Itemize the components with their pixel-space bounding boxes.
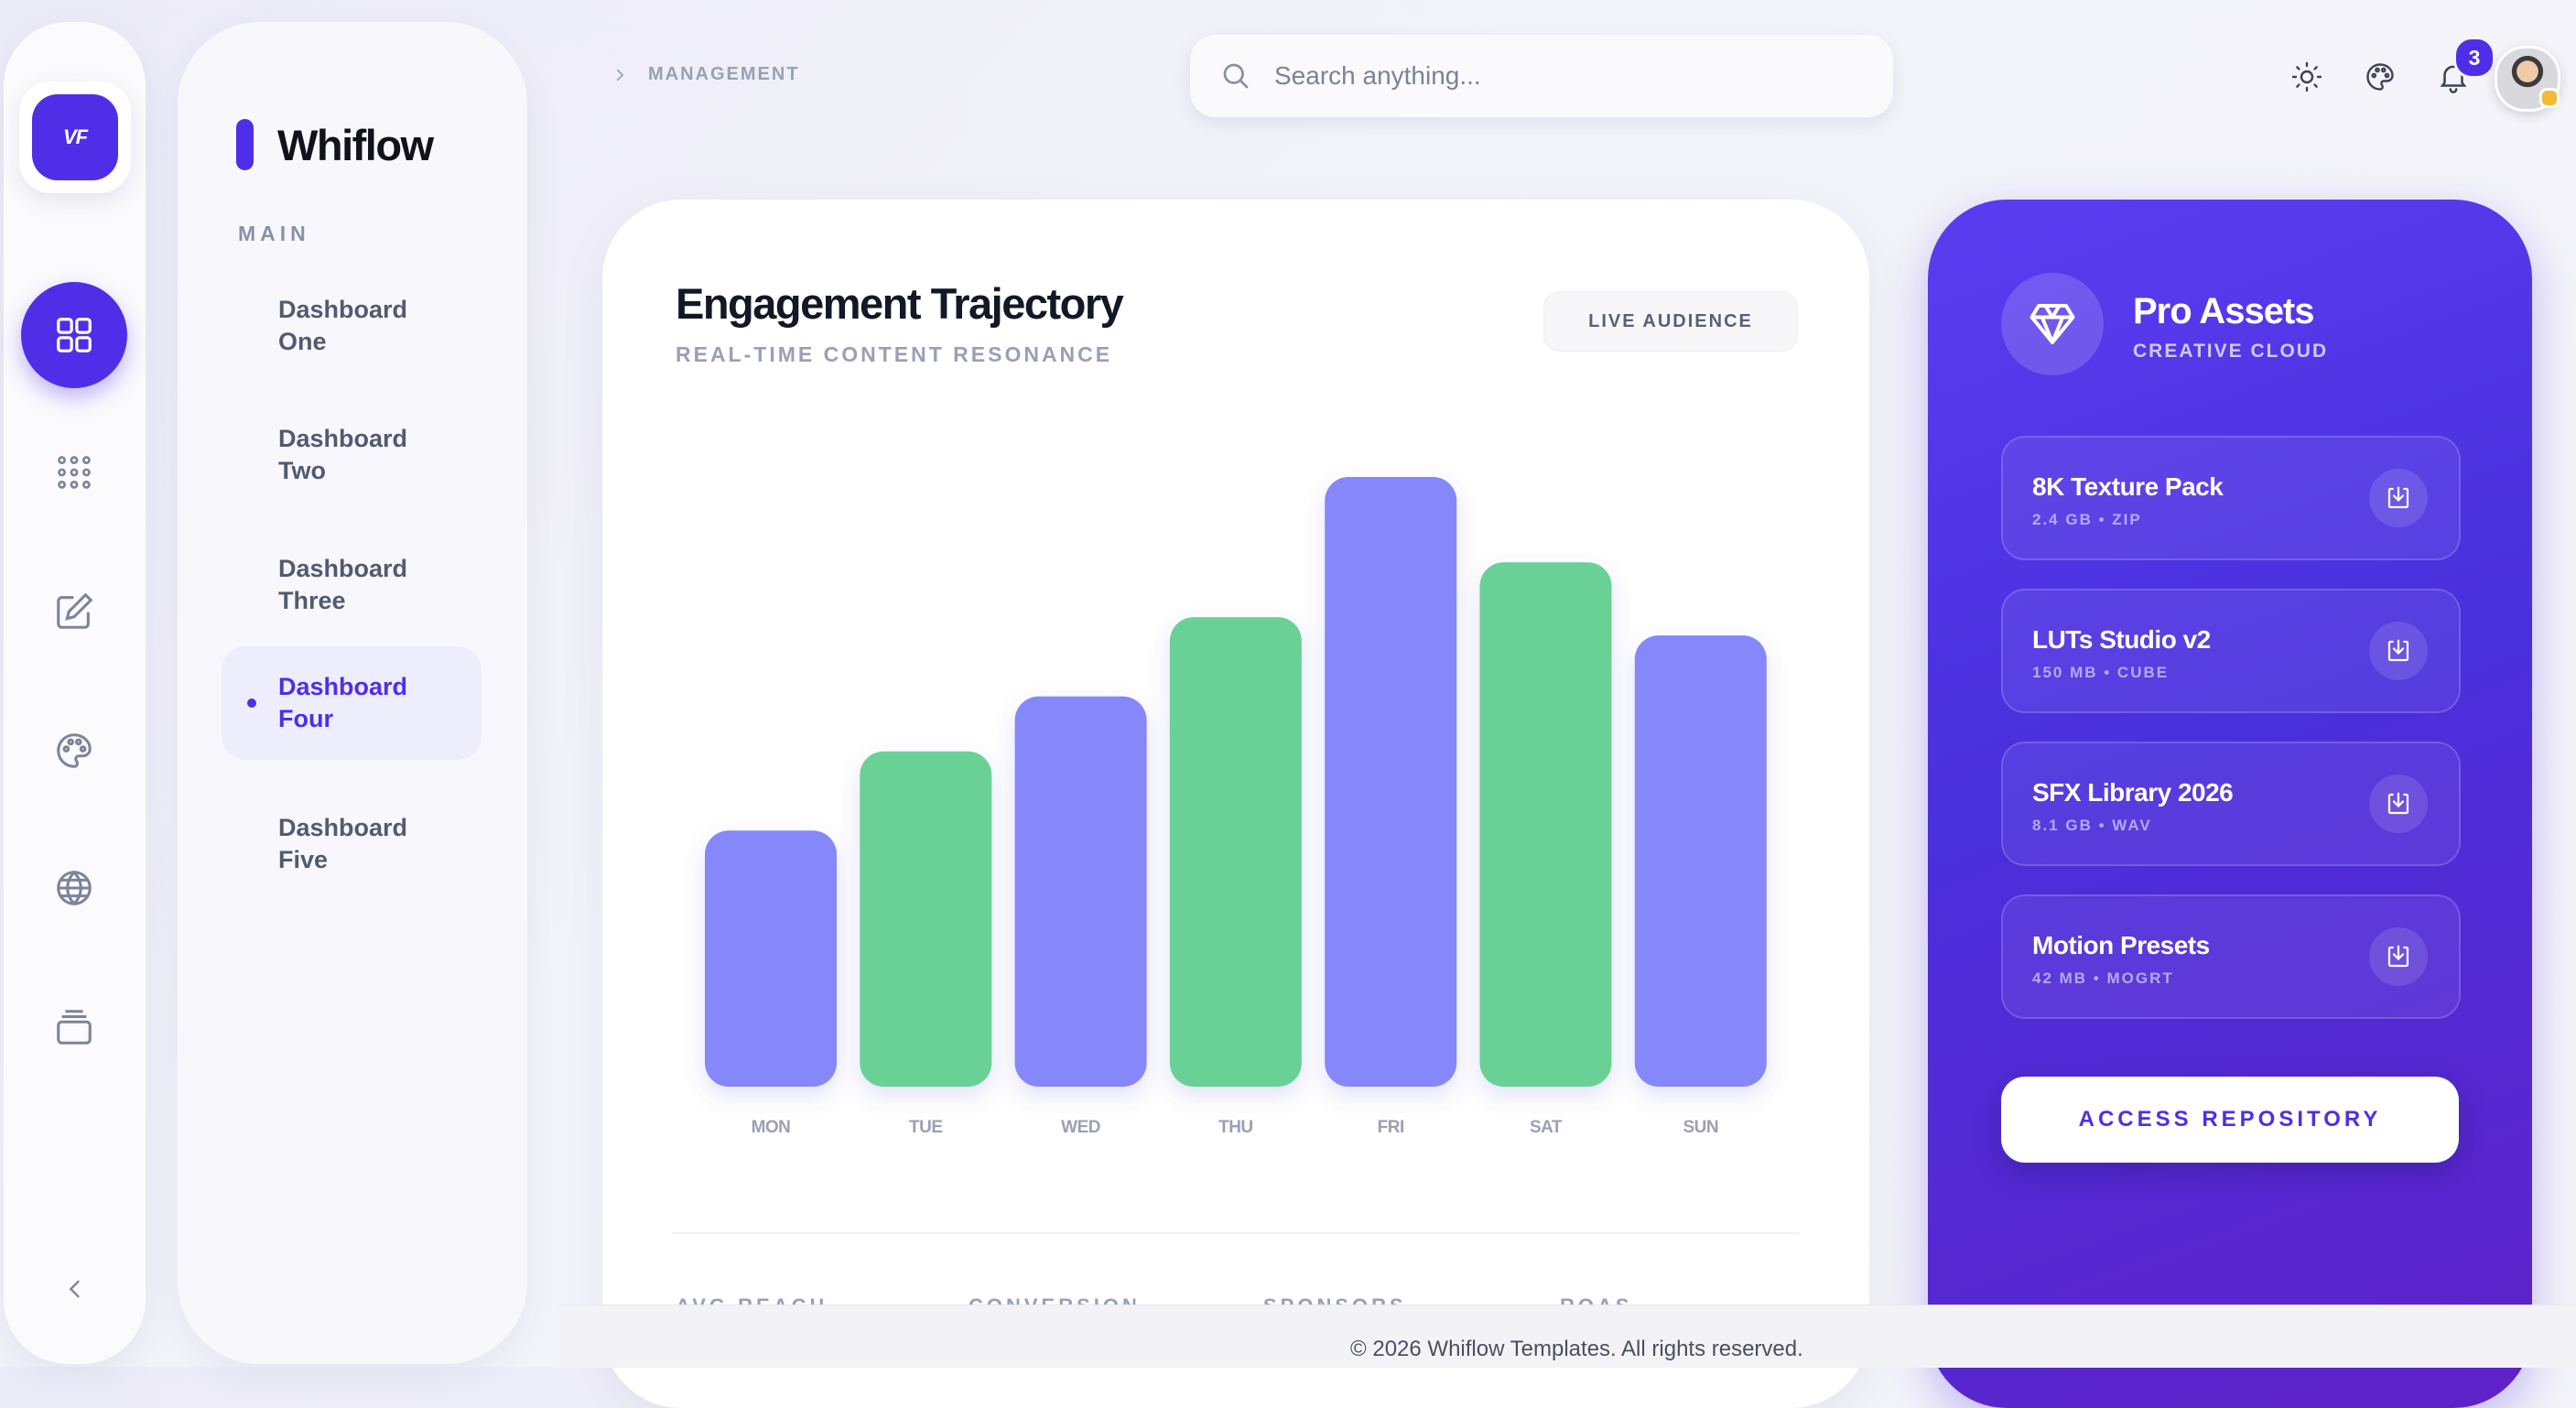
rail-dashboard-button[interactable]	[21, 282, 127, 388]
bar-sun[interactable]	[1634, 635, 1767, 1087]
asset-item[interactable]: LUTs Studio v2 150 MB • CUBE	[2001, 589, 2461, 713]
nav-item-dashboard-two[interactable]: Dashboard Two	[222, 398, 482, 512]
bar-mon[interactable]	[705, 830, 837, 1087]
x-tick-label: SAT	[1530, 1118, 1563, 1137]
download-button[interactable]	[2369, 774, 2428, 833]
avatar-status-dot	[2539, 88, 2560, 108]
x-tick-label: FRI	[1378, 1118, 1404, 1137]
palette-button[interactable]	[2360, 57, 2400, 97]
apps-dots-icon	[58, 456, 91, 489]
nav-item-label: Dashboard One	[278, 296, 408, 355]
nav-item-dashboard-five[interactable]: Dashboard Five	[222, 787, 482, 901]
chevron-left-icon	[69, 1280, 80, 1298]
download-icon	[2387, 792, 2409, 815]
logo-container[interactable]: VF	[19, 81, 131, 193]
asset-item[interactable]: Motion Presets 42 MB • MOGRT	[2001, 894, 2461, 1019]
bar-fri[interactable]	[1325, 477, 1457, 1087]
pro-assets-title: Pro Assets	[2133, 291, 2314, 331]
nav-item-label: Dashboard Three	[278, 555, 408, 614]
app-logo[interactable]: VF	[32, 94, 118, 180]
card-title: Engagement Trajectory	[676, 279, 1124, 328]
pro-assets-subtitle: CREATIVE CLOUD	[2133, 341, 2329, 362]
icon-rail: VF	[4, 22, 146, 1364]
download-button[interactable]	[2369, 469, 2428, 527]
brand-name: Whiflow	[277, 120, 434, 169]
notification-badge: 3	[2453, 37, 2495, 79]
rail-edit-button[interactable]	[21, 558, 127, 665]
rail-layers-button[interactable]	[21, 974, 127, 1080]
nav-item-label: Dashboard Four	[278, 673, 408, 732]
x-tick-label: MON	[752, 1118, 791, 1137]
layers-icon	[57, 1010, 92, 1045]
engagement-bar-chart: MON TUE WED THU FRI SAT SUN	[705, 477, 1767, 1137]
nav-item-dashboard-one[interactable]: Dashboard One	[222, 269, 482, 383]
asset-name: SFX Library 2026	[2032, 778, 2234, 807]
brand: Whiflow	[236, 119, 434, 170]
x-tick-label: SUN	[1683, 1118, 1718, 1137]
live-audience-button[interactable]: LIVE AUDIENCE	[1543, 291, 1798, 352]
breadcrumb-label: MANAGEMENT	[648, 64, 800, 84]
x-tick-label: TUE	[909, 1118, 943, 1137]
x-tick-label: WED	[1061, 1118, 1100, 1137]
asset-meta: 150 MB • CUBE	[2032, 664, 2170, 681]
nav-item-dashboard-four[interactable]: Dashboard Four	[222, 646, 482, 760]
collapse-sidebar-button[interactable]	[55, 1269, 95, 1309]
bar-sat[interactable]	[1479, 562, 1612, 1087]
navigation-panel: Whiflow MAIN Dashboard One Dashboard Two…	[178, 22, 527, 1364]
download-icon	[2387, 639, 2409, 662]
brand-accent-bar	[236, 119, 254, 170]
active-indicator-dot	[247, 699, 256, 708]
theme-toggle-button[interactable]	[2287, 57, 2327, 97]
diamond-icon	[2029, 304, 2075, 344]
asset-meta: 8.1 GB • WAV	[2032, 817, 2152, 834]
nav-item-label: Dashboard Five	[278, 814, 408, 873]
download-button[interactable]	[2369, 622, 2428, 680]
rail-apps-button[interactable]	[21, 419, 127, 525]
download-icon	[2387, 486, 2409, 509]
access-repository-button[interactable]: ACCESS REPOSITORY	[2001, 1077, 2459, 1163]
search-icon	[1223, 63, 1249, 89]
palette-icon	[2366, 63, 2394, 91]
bar-tue[interactable]	[860, 751, 992, 1087]
rail-palette-button[interactable]	[21, 698, 127, 804]
search-bar[interactable]	[1190, 35, 1893, 117]
footer-copyright: © 2026 Whiflow Templates. All rights res…	[1350, 1337, 1803, 1361]
edit-icon	[57, 592, 93, 629]
pro-assets-panel: Pro Assets CREATIVE CLOUD 8K Texture Pac…	[1928, 200, 2532, 1408]
search-input[interactable]	[1272, 60, 1862, 92]
nav-item-dashboard-three[interactable]: Dashboard Three	[222, 528, 482, 642]
chevron-right-icon	[616, 69, 624, 81]
dashboard-grid-icon	[57, 318, 92, 352]
asset-name: Motion Presets	[2032, 931, 2210, 959]
x-tick-label: THU	[1218, 1118, 1253, 1137]
sun-icon	[2291, 61, 2322, 92]
asset-item[interactable]: SFX Library 2026 8.1 GB • WAV	[2001, 742, 2461, 866]
gem-badge	[2001, 273, 2104, 375]
breadcrumb[interactable]: MANAGEMENT	[612, 64, 800, 85]
asset-meta: 2.4 GB • ZIP	[2032, 511, 2142, 528]
palette-icon	[57, 733, 92, 768]
asset-name: LUTs Studio v2	[2032, 625, 2211, 654]
footer: © 2026 Whiflow Templates. All rights res…	[558, 1305, 2576, 1368]
bar-thu[interactable]	[1169, 617, 1302, 1087]
asset-name: 8K Texture Pack	[2032, 472, 2224, 501]
nav-section-label: MAIN	[238, 222, 310, 245]
user-avatar[interactable]	[2495, 46, 2560, 112]
rail-globe-button[interactable]	[21, 835, 127, 941]
asset-item[interactable]: 8K Texture Pack 2.4 GB • ZIP	[2001, 436, 2461, 560]
globe-icon	[57, 870, 92, 906]
card-divider	[672, 1232, 1800, 1234]
card-subtitle: REAL-TIME CONTENT RESONANCE	[676, 342, 1113, 366]
bar-wed[interactable]	[1014, 696, 1147, 1087]
download-icon	[2387, 945, 2409, 968]
asset-meta: 42 MB • MOGRT	[2032, 969, 2174, 987]
engagement-card: Engagement Trajectory REAL-TIME CONTENT …	[602, 200, 1869, 1408]
nav-item-label: Dashboard Two	[278, 425, 408, 484]
download-button[interactable]	[2369, 927, 2428, 986]
